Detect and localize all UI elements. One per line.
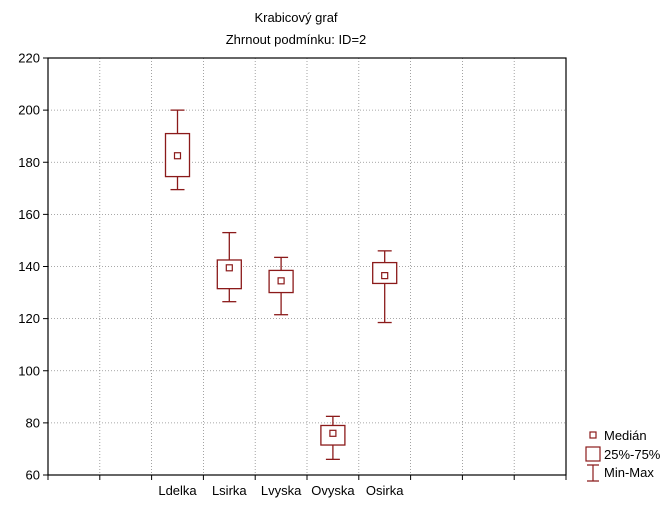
median-marker (173, 152, 182, 160)
chart-subtitle: Zhrnout podmínku: ID=2 (226, 32, 367, 47)
grid-lines (48, 58, 566, 475)
x-tick-label: Lvyska (261, 483, 302, 498)
y-axis: 60 80 100 120 140 160 180 200 220 (18, 51, 48, 483)
median-marker (225, 264, 233, 272)
y-tick-label: 120 (18, 311, 40, 326)
y-tick-label: 60 (26, 468, 40, 483)
median-marker (277, 277, 285, 285)
legend: Medián 25%-75% Min-Max (585, 428, 661, 482)
x-tick-label: Ovyska (311, 483, 355, 498)
legend-item-median: Medián (589, 428, 647, 443)
y-tick-label: 80 (26, 415, 40, 430)
median-marker (329, 429, 337, 437)
legend-label-median: Medián (604, 428, 647, 443)
x-tick-label: Osirka (366, 483, 404, 498)
legend-item-whisker: Min-Max (587, 464, 654, 482)
chart-title: Krabicový graf (254, 10, 337, 25)
box-ldelka (164, 109, 191, 191)
median-marker (381, 272, 389, 280)
median-square-icon (589, 431, 597, 439)
box-lsirka (216, 231, 242, 303)
box-lvyska (268, 256, 294, 316)
whisker-icon (587, 464, 599, 482)
y-tick-label: 100 (18, 363, 40, 378)
box-icon (585, 446, 601, 462)
legend-label-whisker: Min-Max (604, 465, 654, 480)
legend-label-box: 25%-75% (604, 447, 661, 462)
y-tick-label: 160 (18, 207, 40, 222)
x-tick-label: Ldelka (158, 483, 197, 498)
y-tick-label: 200 (18, 103, 40, 118)
box-ovyska (320, 415, 346, 461)
y-tick-label: 220 (18, 51, 40, 66)
x-tick-label: Lsirka (212, 483, 247, 498)
x-axis: Ldelka Lsirka Lvyska Ovyska Osirka (47, 475, 567, 498)
box-series (164, 109, 398, 461)
legend-item-box: 25%-75% (585, 446, 661, 462)
box-osirka (372, 250, 398, 324)
y-tick-label: 140 (18, 259, 40, 274)
y-tick-label: 180 (18, 155, 40, 170)
